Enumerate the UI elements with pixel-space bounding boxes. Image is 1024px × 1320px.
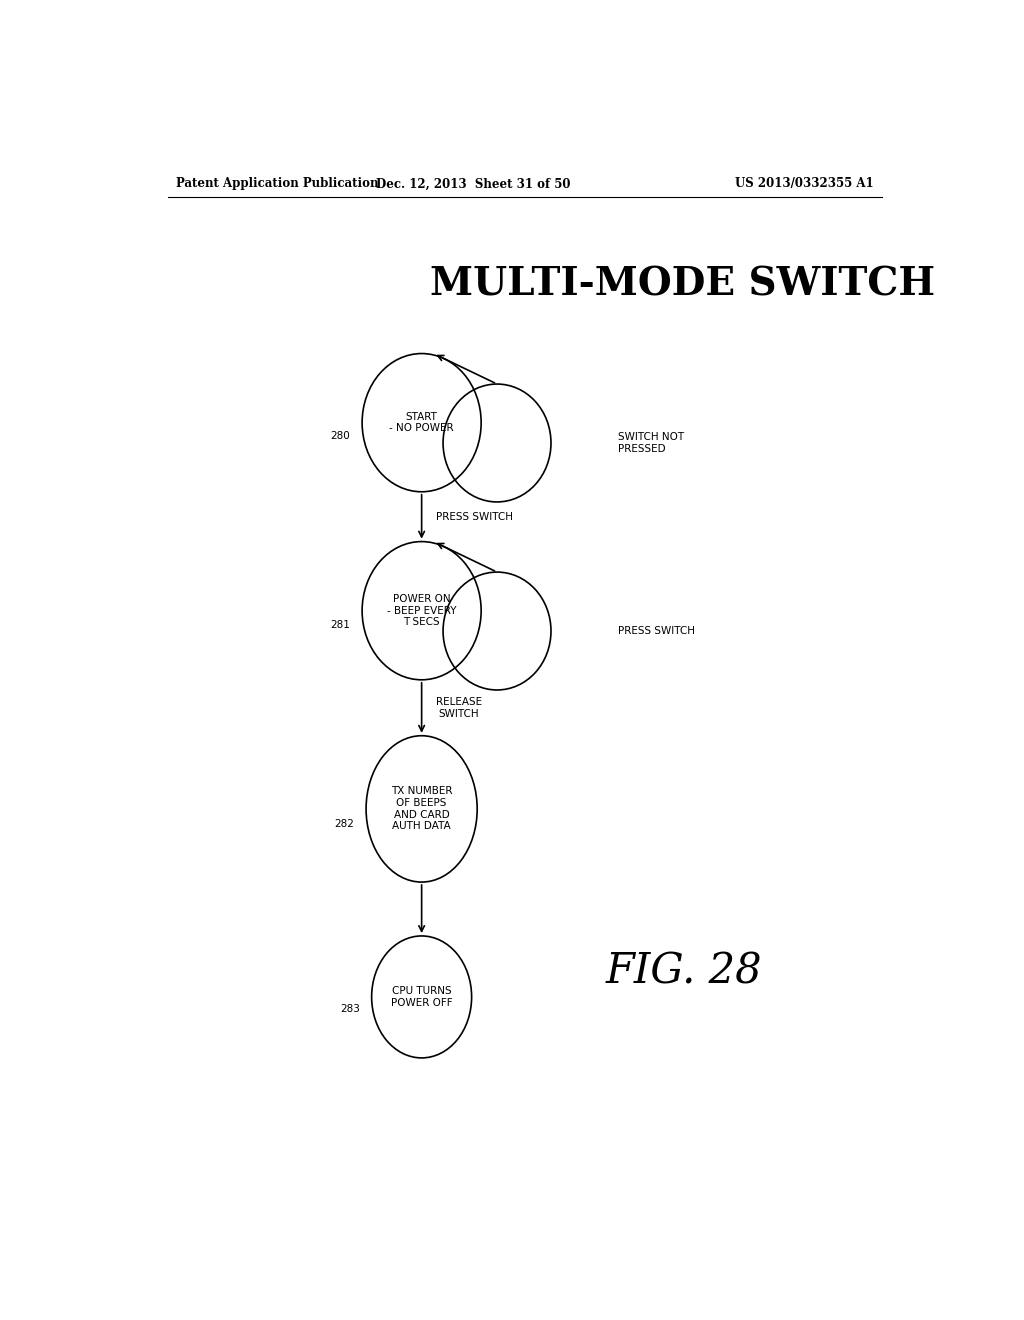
Text: 282: 282: [334, 818, 354, 829]
Text: US 2013/0332355 A1: US 2013/0332355 A1: [735, 177, 873, 190]
Text: FIG. 28: FIG. 28: [605, 950, 762, 993]
Text: PRESS SWITCH: PRESS SWITCH: [618, 626, 695, 636]
Text: Patent Application Publication: Patent Application Publication: [176, 177, 378, 190]
Text: MULTI-MODE SWITCH: MULTI-MODE SWITCH: [430, 265, 935, 304]
Text: CPU TURNS
POWER OFF: CPU TURNS POWER OFF: [391, 986, 453, 1007]
Text: 280: 280: [331, 432, 350, 441]
Text: SWITCH NOT
PRESSED: SWITCH NOT PRESSED: [618, 432, 685, 454]
Text: RELEASE
SWITCH: RELEASE SWITCH: [436, 697, 482, 718]
Text: PRESS SWITCH: PRESS SWITCH: [436, 512, 513, 521]
Text: 283: 283: [340, 1005, 359, 1014]
Text: POWER ON
- BEEP EVERY
T SECS: POWER ON - BEEP EVERY T SECS: [387, 594, 457, 627]
Text: 281: 281: [331, 619, 350, 630]
Text: TX NUMBER
OF BEEPS
AND CARD
AUTH DATA: TX NUMBER OF BEEPS AND CARD AUTH DATA: [391, 787, 453, 832]
Text: START
- NO POWER: START - NO POWER: [389, 412, 454, 433]
Text: Dec. 12, 2013  Sheet 31 of 50: Dec. 12, 2013 Sheet 31 of 50: [376, 177, 570, 190]
